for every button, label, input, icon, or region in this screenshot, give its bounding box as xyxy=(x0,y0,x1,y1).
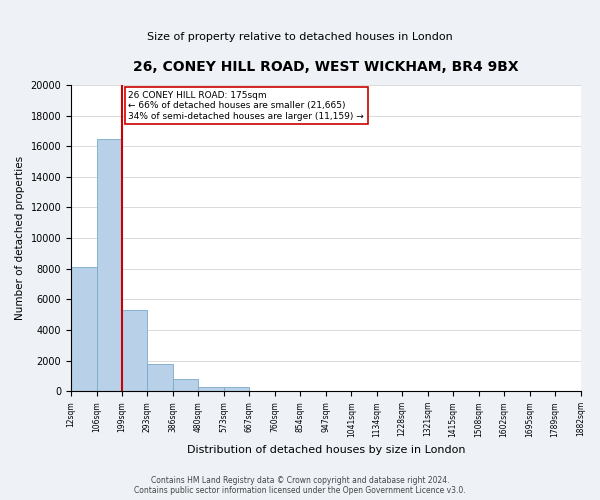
Title: 26, CONEY HILL ROAD, WEST WICKHAM, BR4 9BX: 26, CONEY HILL ROAD, WEST WICKHAM, BR4 9… xyxy=(133,60,518,74)
Bar xyxy=(173,379,199,392)
Bar xyxy=(224,386,250,392)
Bar xyxy=(148,364,173,392)
Y-axis label: Number of detached properties: Number of detached properties xyxy=(15,156,25,320)
Bar xyxy=(71,267,97,392)
Text: Size of property relative to detached houses in London: Size of property relative to detached ho… xyxy=(147,32,453,42)
Bar xyxy=(97,138,122,392)
Bar xyxy=(122,310,148,392)
Text: 26 CONEY HILL ROAD: 175sqm
← 66% of detached houses are smaller (21,665)
34% of : 26 CONEY HILL ROAD: 175sqm ← 66% of deta… xyxy=(128,91,364,121)
Bar xyxy=(199,386,224,392)
X-axis label: Distribution of detached houses by size in London: Distribution of detached houses by size … xyxy=(187,445,465,455)
Text: Contains HM Land Registry data © Crown copyright and database right 2024.
Contai: Contains HM Land Registry data © Crown c… xyxy=(134,476,466,495)
